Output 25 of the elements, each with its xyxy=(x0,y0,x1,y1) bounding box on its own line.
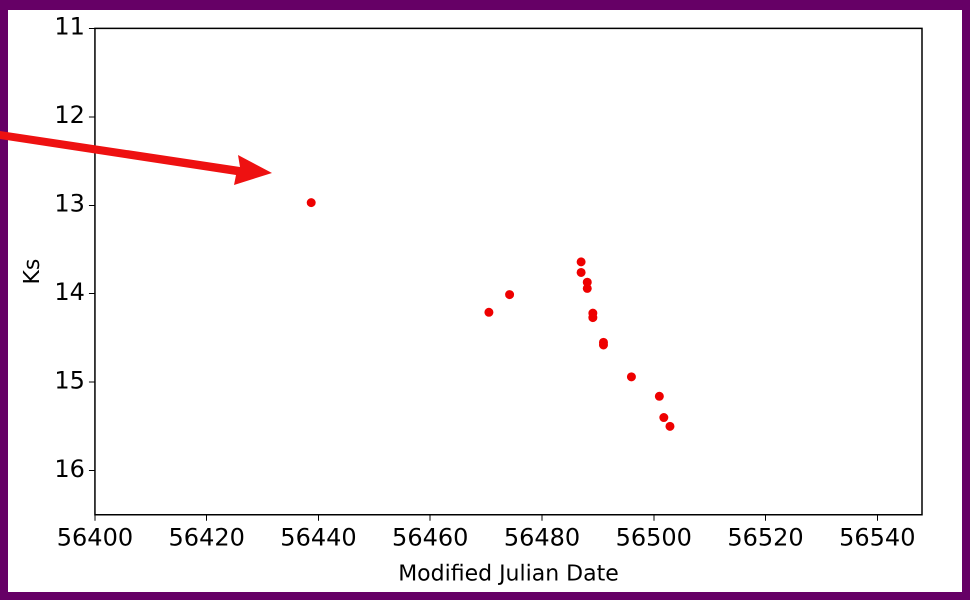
y-tick-label: 14 xyxy=(54,278,85,306)
point xyxy=(576,257,586,266)
point xyxy=(626,372,636,382)
x-tick-label: 56540 xyxy=(839,523,916,552)
point xyxy=(665,422,674,431)
point xyxy=(484,308,494,317)
point xyxy=(659,413,668,422)
point xyxy=(306,198,316,208)
y-tick-label: 16 xyxy=(54,454,85,483)
point xyxy=(654,392,664,401)
x-tick-label: 56520 xyxy=(727,523,804,552)
y-tick-label: 12 xyxy=(54,101,85,130)
x-tick-label: 56400 xyxy=(56,523,134,552)
x-tick-label: 56460 xyxy=(392,523,468,552)
x-tick-label: 56500 xyxy=(616,523,692,552)
x-tick-label: 56420 xyxy=(168,523,245,552)
y-axis-title: Ks xyxy=(20,258,45,285)
point xyxy=(576,268,586,277)
y-tick-label: 11 xyxy=(54,12,85,41)
x-axis-title: Modified Julian Date xyxy=(398,562,619,587)
point xyxy=(505,290,514,300)
x-tick-label: 56440 xyxy=(280,523,357,552)
x-tick-label: 56480 xyxy=(504,523,580,552)
y-tick-label: 13 xyxy=(54,190,85,218)
y-tick-label: 15 xyxy=(54,366,85,394)
